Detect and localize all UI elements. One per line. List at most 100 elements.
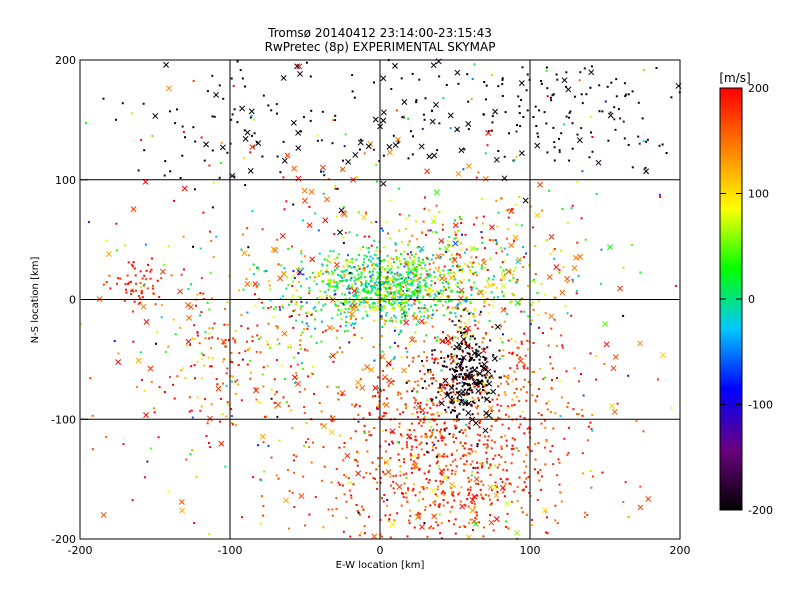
data-point	[329, 279, 332, 281]
data-point	[457, 493, 460, 496]
data-point	[383, 412, 386, 414]
data-point	[199, 409, 202, 412]
data-point-cross	[418, 143, 425, 150]
data-point	[249, 377, 252, 380]
data-point	[452, 460, 454, 463]
data-point	[416, 380, 419, 383]
data-point	[511, 404, 513, 407]
data-point	[484, 332, 487, 335]
data-point	[336, 329, 339, 332]
data-point	[269, 299, 272, 302]
data-point	[447, 281, 449, 284]
data-point	[406, 289, 409, 292]
data-point	[418, 281, 421, 284]
data-point	[623, 82, 626, 85]
data-point	[305, 277, 308, 280]
data-point	[184, 377, 187, 380]
data-point	[389, 536, 392, 539]
data-point	[427, 229, 430, 232]
data-point-cross	[548, 233, 555, 240]
data-point	[415, 99, 418, 102]
data-point	[451, 493, 454, 495]
data-point-cross	[514, 529, 521, 536]
data-point	[332, 250, 335, 253]
data-point	[451, 505, 454, 508]
data-point	[395, 279, 398, 282]
data-point	[295, 303, 298, 306]
data-point	[471, 391, 474, 394]
data-point	[496, 491, 499, 493]
data-point	[389, 513, 391, 516]
data-point-cross	[409, 336, 416, 343]
data-point	[383, 473, 386, 476]
data-point	[351, 322, 354, 325]
data-point	[386, 499, 389, 501]
data-point	[366, 266, 369, 268]
data-point	[282, 140, 285, 143]
data-point	[508, 482, 511, 485]
data-point-cross	[203, 141, 210, 148]
data-point	[484, 358, 487, 361]
data-point-cross	[399, 305, 406, 312]
data-point	[457, 391, 460, 394]
data-point	[531, 524, 534, 527]
data-point	[376, 487, 379, 490]
data-point-cross	[454, 69, 461, 76]
data-point	[432, 373, 435, 376]
data-point	[461, 309, 464, 312]
data-point	[210, 365, 213, 368]
data-point	[469, 452, 472, 455]
data-point	[287, 284, 290, 287]
data-point-cross	[297, 70, 303, 77]
data-point	[413, 466, 416, 469]
data-point	[368, 434, 371, 437]
data-point	[558, 137, 560, 140]
data-point	[401, 281, 404, 284]
data-point	[308, 292, 311, 295]
data-point-cross	[259, 433, 266, 440]
data-point	[392, 358, 395, 360]
data-point	[489, 429, 492, 431]
data-point	[399, 413, 402, 416]
data-point-cross	[469, 245, 476, 252]
data-point	[461, 385, 464, 388]
data-point	[518, 426, 521, 429]
data-point	[426, 399, 429, 402]
data-point	[521, 297, 524, 300]
data-point	[291, 274, 294, 277]
data-point	[376, 271, 379, 274]
data-point	[341, 351, 344, 354]
data-point	[324, 193, 327, 196]
data-point	[302, 267, 305, 270]
data-point	[280, 364, 283, 367]
data-point	[377, 407, 380, 410]
data-point	[381, 282, 384, 285]
data-point	[446, 240, 449, 242]
data-point	[564, 305, 567, 308]
data-point-cross	[602, 321, 609, 327]
data-point	[200, 311, 203, 314]
data-point	[523, 432, 526, 435]
data-point	[463, 469, 466, 472]
data-point	[132, 340, 135, 343]
data-point	[366, 247, 369, 250]
data-point	[449, 258, 452, 261]
data-point	[420, 448, 423, 451]
data-point	[507, 527, 510, 530]
data-point	[401, 241, 404, 243]
data-point	[378, 403, 381, 406]
data-point-cross	[464, 343, 471, 350]
data-point	[380, 390, 383, 393]
data-point	[433, 293, 436, 296]
data-point	[428, 275, 431, 278]
data-point-cross	[518, 80, 525, 87]
data-point	[194, 140, 197, 143]
data-point	[505, 439, 508, 442]
data-point	[439, 480, 442, 483]
data-point	[261, 155, 264, 158]
data-point	[290, 409, 293, 412]
data-point	[418, 277, 421, 280]
data-point	[274, 406, 277, 409]
data-point-cross	[492, 108, 499, 115]
data-point	[476, 373, 479, 376]
